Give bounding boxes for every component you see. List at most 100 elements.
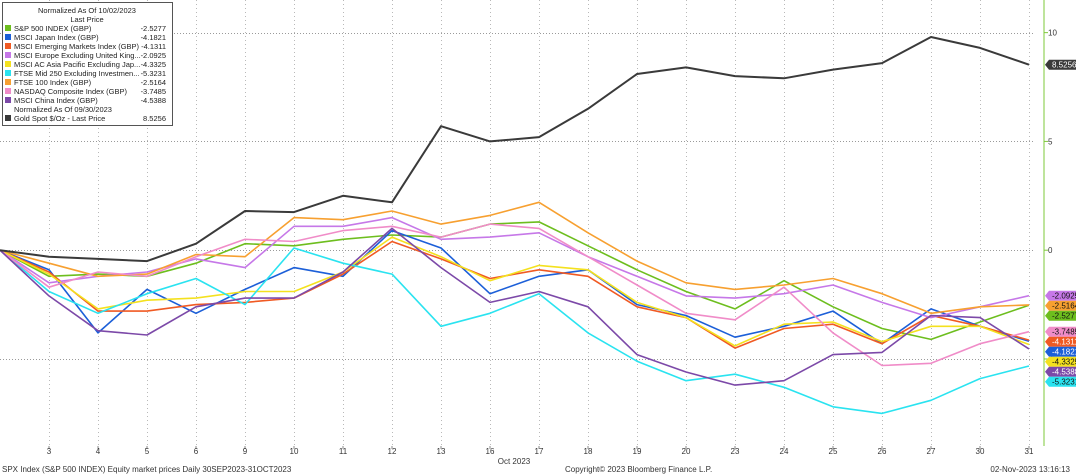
legend-series-value: -5.3231 — [141, 69, 166, 78]
last-value-tag: 8.5256 — [1045, 59, 1076, 70]
legend-swatch — [5, 25, 11, 31]
legend-swatch — [5, 43, 11, 49]
legend-item: Gold Spot $/Oz - Last Price 8.5256 — [5, 114, 166, 123]
series-line — [0, 223, 1030, 367]
series-line — [0, 240, 1030, 349]
footer-timestamp: 02-Nov-2023 13:16:13 — [990, 465, 1070, 474]
last-value-tag-text: -4.5388 — [1052, 368, 1076, 377]
last-value-tag-bg — [1045, 336, 1076, 347]
series-line — [0, 247, 1030, 415]
y-tick-label: 10 — [1048, 29, 1057, 38]
legend-series-value: 8.5256 — [143, 114, 166, 123]
x-tick-label: 19 — [633, 447, 642, 456]
x-tick-label: 18 — [584, 447, 593, 456]
legend-item: FTSE 100 Index (GBP) -2.5164 — [5, 78, 166, 87]
last-value-tag-text: -4.1311 — [1052, 338, 1076, 347]
legend-series-name: NASDAQ Composite Index (GBP) — [14, 87, 127, 96]
x-tick-label: 5 — [145, 447, 150, 456]
last-value-tag: -4.5388 — [1045, 366, 1076, 377]
legend-series-value: -4.5388 — [141, 96, 166, 105]
last-value-tag: -4.1821 — [1045, 346, 1076, 357]
last-value-tag-text: 8.5256 — [1052, 61, 1076, 70]
x-tick-label: 6 — [194, 447, 199, 456]
legend-item: MSCI Japan Index (GBP) -4.1821 — [5, 33, 166, 42]
legend-series-value: -2.0925 — [141, 51, 166, 60]
legend-item: S&P 500 INDEX (GBP) -2.5277 — [5, 24, 166, 33]
legend-series-name: FTSE Mid 250 Excluding Investmen... — [14, 69, 139, 78]
series-lines — [0, 36, 1030, 415]
legend-series-name: FTSE 100 Index (GBP) — [14, 78, 92, 87]
legend-swatch — [5, 52, 11, 58]
last-value-tag: -4.1311 — [1045, 336, 1076, 347]
x-tick-label: 11 — [339, 447, 348, 456]
legend-series-value: -4.1821 — [141, 33, 166, 42]
x-tick-label: 27 — [927, 447, 936, 456]
last-value-tag-text: -5.3231 — [1052, 378, 1076, 387]
x-tick-label: 31 — [1025, 447, 1034, 456]
last-value-tag-text: -4.1821 — [1052, 348, 1076, 357]
last-value-tag: -4.3325 — [1045, 356, 1076, 367]
last-value-tag-text: -2.5277 — [1052, 312, 1076, 321]
x-tick-label: 13 — [437, 447, 446, 456]
legend-series-name: MSCI China Index (GBP) — [14, 96, 98, 105]
legend-series-name: S&P 500 INDEX (GBP) — [14, 24, 92, 33]
last-value-tag: -2.0925 — [1045, 290, 1076, 301]
x-tick-label: 9 — [243, 447, 248, 456]
last-value-tag-text: -3.7485 — [1052, 328, 1076, 337]
legend-swatch — [5, 70, 11, 76]
legend-swatch — [5, 79, 11, 85]
legend-item: MSCI Europe Excluding United King... -2.0… — [5, 51, 166, 60]
legend-series-name: Gold Spot $/Oz - Last Price — [14, 114, 105, 123]
series-line — [0, 221, 1030, 341]
legend-series-name: MSCI AC Asia Pacific Excluding Jap... — [14, 60, 140, 69]
last-value-tag-text: -2.0925 — [1052, 292, 1076, 301]
legend-series-name: MSCI Emerging Markets Index (GBP) — [14, 42, 140, 51]
legend-item: MSCI China Index (GBP) -4.5388 — [5, 96, 166, 105]
legend-swatch — [5, 34, 11, 40]
last-value-tag-bg — [1045, 346, 1076, 357]
series-line — [0, 216, 1030, 319]
series-line — [0, 36, 1030, 263]
last-value-tag-bg — [1045, 326, 1076, 337]
x-tick-label: 17 — [535, 447, 544, 456]
last-value-tag-bg — [1045, 356, 1076, 367]
last-value-tag-text: -4.3325 — [1052, 358, 1076, 367]
legend-item: NASDAQ Composite Index (GBP) -3.7485 — [5, 87, 166, 96]
series-line — [0, 236, 1030, 347]
legend-swatch — [5, 115, 11, 121]
series-line — [0, 229, 1030, 345]
x-tick-label: 20 — [682, 447, 691, 456]
legend-series-value: -4.1311 — [141, 42, 166, 51]
last-value-tag: -2.5164 — [1045, 300, 1076, 311]
last-value-labels: 8.5256 -2.0925-2.5164-2.5277 -3.7485-4.131… — [1045, 59, 1076, 387]
last-value-tag-bg — [1045, 300, 1076, 311]
last-value-tag: -2.5277 — [1045, 310, 1076, 321]
last-value-tag-bg — [1045, 376, 1076, 387]
legend-series-value: -3.7485 — [141, 87, 166, 96]
x-axis-label: Oct 2023 — [498, 457, 531, 466]
x-tick-label: 23 — [731, 447, 740, 456]
legend-swatch — [5, 61, 11, 67]
legend-series-value: -2.5164 — [141, 78, 166, 87]
axes: 1050-53456910111213161718192023242526273… — [47, 0, 1057, 466]
legend-series-name: MSCI Europe Excluding United King... — [14, 51, 141, 60]
legend-series-name: MSCI Japan Index (GBP) — [14, 33, 99, 42]
legend-item: MSCI AC Asia Pacific Excluding Jap... -4.… — [5, 60, 166, 69]
legend-series-value: -2.5277 — [141, 24, 166, 33]
last-value-tag: -5.3231 — [1045, 376, 1076, 387]
legend-header: Normalized As Of 10/02/2023 — [38, 6, 136, 15]
legend-header: Last Price — [70, 15, 103, 24]
y-tick-label: 0 — [1048, 246, 1053, 255]
series-line — [0, 201, 1030, 315]
legend-item: FTSE Mid 250 Excluding Investmen... -5.32… — [5, 69, 166, 78]
x-tick-label: 25 — [829, 447, 838, 456]
x-tick-label: 16 — [486, 447, 495, 456]
legend-header: Normalized As Of 09/30/2023 — [14, 105, 112, 114]
last-value-tag-bg — [1045, 290, 1076, 301]
y-tick-label: 5 — [1048, 137, 1053, 146]
legend-swatch — [5, 97, 11, 103]
last-value-tag-bg — [1045, 366, 1076, 377]
